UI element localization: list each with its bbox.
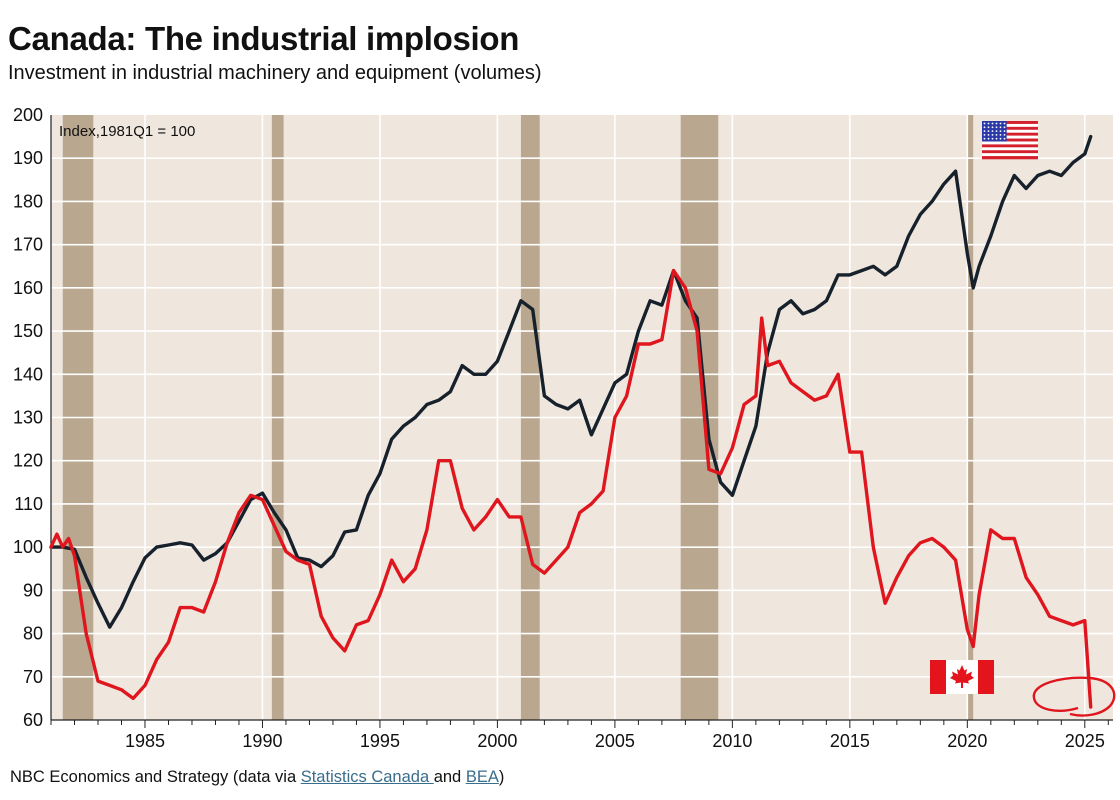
- series-lines: [49, 134, 1093, 709]
- y-tick-label: 90: [23, 580, 43, 600]
- y-tick-label: 200: [13, 105, 43, 125]
- source-prefix: NBC Economics and Strategy (data via: [10, 768, 301, 786]
- chart-title: Canada: The industrial implosion: [8, 20, 520, 57]
- source-middle: and: [433, 768, 466, 786]
- line-chart: 60 70 80 90 100 110 120 130 140 150 160 170 180 190 20…: [13, 105, 1116, 751]
- x-tick-label: 2020: [947, 731, 987, 751]
- bea-link[interactable]: BEA: [465, 768, 499, 786]
- annotation-circle: [1032, 676, 1116, 717]
- source-note: NBC Economics and Strategy (data via Sta…: [10, 768, 504, 787]
- y-tick-label: 70: [23, 667, 43, 687]
- x-tick-label: 2025: [1065, 731, 1105, 751]
- x-tick-label: 1990: [242, 731, 282, 751]
- x-tick-label: 2015: [830, 731, 870, 751]
- chart-subtitle: Investment in industrial machinery and e…: [8, 62, 542, 84]
- source-suffix: ): [498, 768, 505, 786]
- y-tick-label: 110: [14, 494, 43, 514]
- x-tick-label: 1985: [125, 731, 165, 751]
- y-tick-label: 170: [13, 235, 43, 255]
- y-tick-label: 80: [23, 624, 43, 644]
- y-tick-label: 190: [13, 148, 43, 168]
- y-tick-label: 140: [13, 364, 43, 384]
- x-tick-label: 1995: [360, 731, 400, 751]
- canada-flag-icon: [930, 660, 994, 694]
- series-line-canada: [49, 268, 1093, 709]
- y-tick-label: 120: [13, 451, 43, 471]
- x-tick-label: 2005: [595, 731, 635, 751]
- x-tick-label: 2000: [477, 731, 517, 751]
- y-tick-label: 130: [13, 408, 43, 428]
- us-flag-icon: [982, 121, 1038, 160]
- x-tick-label: 2010: [712, 731, 752, 751]
- y-tick-label: 100: [13, 537, 43, 557]
- y-tick-label: 180: [13, 191, 43, 211]
- unit-label: Index,1981Q1 = 100: [59, 123, 195, 140]
- y-tick-label: 160: [13, 278, 43, 298]
- statistics-canada-link[interactable]: Statistics Canada: [300, 768, 434, 786]
- y-axis: 60 70 80 90 100 110 120 130 140 150 160 170 180 190 20…: [13, 105, 43, 730]
- x-axis: 1985 1990 1995 2000 2005 2010 2015 2020 2025: [50, 115, 1113, 751]
- y-tick-label: 150: [13, 321, 43, 341]
- y-tick-label: 60: [23, 710, 43, 730]
- annotations: [1032, 676, 1116, 717]
